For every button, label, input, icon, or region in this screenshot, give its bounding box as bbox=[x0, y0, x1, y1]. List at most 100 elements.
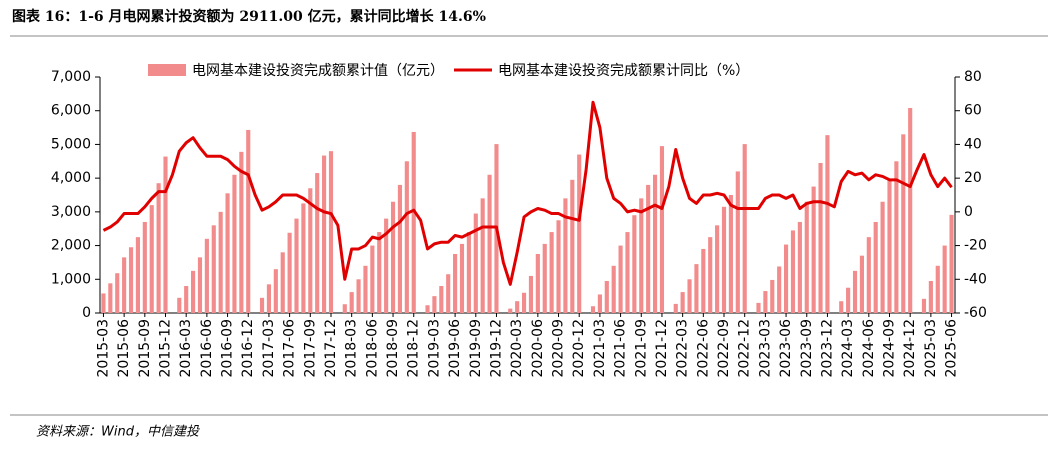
bar bbox=[287, 232, 292, 313]
bar bbox=[639, 198, 644, 313]
bar bbox=[515, 301, 520, 313]
bar bbox=[790, 230, 796, 313]
bar bbox=[770, 279, 775, 313]
bar bbox=[377, 232, 382, 313]
bar bbox=[322, 155, 327, 313]
bar bbox=[673, 303, 678, 313]
bar bbox=[880, 201, 885, 313]
bar bbox=[232, 174, 237, 313]
bar bbox=[266, 284, 271, 313]
x-tick-label: 2021-03 bbox=[592, 319, 608, 378]
bar bbox=[625, 232, 630, 313]
bar bbox=[839, 301, 844, 313]
bar bbox=[259, 297, 265, 313]
y2-tick-label: 40 bbox=[964, 136, 982, 152]
bar bbox=[763, 291, 768, 313]
line bbox=[102, 100, 953, 286]
x-tick-label: 2015-12 bbox=[158, 319, 174, 378]
bar bbox=[466, 232, 471, 313]
bar bbox=[432, 296, 437, 313]
y2-tick-label: 80 bbox=[964, 69, 982, 85]
bar bbox=[370, 245, 375, 313]
bar bbox=[611, 265, 616, 313]
bar bbox=[928, 280, 933, 313]
x-tick-label: 2021-09 bbox=[633, 319, 649, 378]
x-tick-label: 2020-09 bbox=[551, 319, 567, 378]
x-tick-label: 2021-12 bbox=[654, 319, 670, 378]
bar bbox=[122, 257, 127, 313]
x-tick-label: 2023-09 bbox=[799, 319, 815, 378]
bar bbox=[542, 243, 547, 313]
y2-tick-label: -40 bbox=[964, 271, 987, 287]
bar bbox=[197, 257, 203, 313]
y-tick-label: 3,000 bbox=[51, 204, 91, 220]
x-tick-label: 2016-06 bbox=[199, 319, 215, 378]
bar bbox=[308, 188, 313, 313]
bar bbox=[811, 186, 816, 313]
bar bbox=[411, 131, 416, 313]
x-tick-label: 2020-03 bbox=[509, 319, 525, 378]
bar bbox=[204, 238, 209, 313]
x-tick-label: 2015-06 bbox=[116, 319, 132, 378]
bar bbox=[556, 220, 561, 313]
bar bbox=[453, 254, 458, 313]
x-tick-label: 2025-06 bbox=[944, 319, 960, 378]
x-tick-label: 2020-06 bbox=[530, 319, 546, 378]
bar bbox=[163, 156, 168, 313]
y-tick-label: 5,000 bbox=[51, 136, 91, 152]
x-tick-label: 2017-03 bbox=[261, 319, 277, 378]
x-tick-label: 2015-03 bbox=[95, 319, 111, 378]
legend-label: 电网基本建设投资完成额累计值（亿元） bbox=[192, 62, 444, 79]
bar bbox=[852, 270, 858, 313]
bar bbox=[646, 184, 651, 313]
x-tick-label: 2020-12 bbox=[571, 319, 587, 378]
bar bbox=[597, 294, 602, 313]
x-tick-label: 2024-09 bbox=[881, 319, 897, 378]
bar bbox=[459, 243, 465, 313]
x-tick-label: 2018-12 bbox=[406, 319, 422, 378]
x-tick-label: 2019-03 bbox=[426, 319, 442, 378]
bar bbox=[866, 237, 871, 313]
x-tick-label: 2024-12 bbox=[902, 319, 918, 378]
bar bbox=[942, 245, 947, 313]
x-tick-label: 2025-03 bbox=[923, 319, 939, 378]
bar bbox=[487, 174, 492, 313]
y2-tick-label: -20 bbox=[964, 238, 987, 254]
bar bbox=[535, 254, 540, 313]
bar bbox=[873, 221, 878, 313]
bar bbox=[211, 225, 216, 313]
bar bbox=[935, 265, 940, 313]
bar bbox=[908, 108, 913, 313]
bar bbox=[784, 244, 789, 313]
x-tick-label: 2019-12 bbox=[488, 319, 504, 378]
bar bbox=[949, 214, 954, 313]
x-tick-label: 2022-03 bbox=[675, 319, 691, 378]
bar bbox=[280, 252, 285, 313]
y2-tick-label: 0 bbox=[964, 204, 973, 220]
bar bbox=[701, 248, 706, 313]
y-tick-label: 0 bbox=[82, 305, 91, 321]
bar bbox=[577, 154, 582, 313]
bar bbox=[390, 201, 396, 313]
x-tick-label: 2023-12 bbox=[819, 319, 835, 378]
bar bbox=[887, 179, 892, 313]
bar bbox=[177, 297, 182, 313]
bar bbox=[149, 205, 154, 313]
bar bbox=[508, 308, 513, 313]
bar bbox=[342, 304, 347, 313]
x-tick-label: 2023-03 bbox=[757, 319, 773, 378]
y2-tick-label: 20 bbox=[964, 170, 982, 186]
bar bbox=[349, 292, 354, 313]
bar bbox=[735, 171, 740, 313]
bar bbox=[756, 302, 761, 313]
bar bbox=[294, 218, 299, 313]
y-tick-label: 1,000 bbox=[51, 271, 91, 287]
bar bbox=[694, 264, 699, 313]
bar bbox=[804, 201, 809, 313]
bar bbox=[425, 305, 430, 313]
bar bbox=[901, 134, 906, 313]
x-tick-label: 2018-03 bbox=[344, 319, 360, 378]
x-tick-label: 2016-09 bbox=[220, 319, 236, 378]
bar bbox=[315, 173, 320, 313]
